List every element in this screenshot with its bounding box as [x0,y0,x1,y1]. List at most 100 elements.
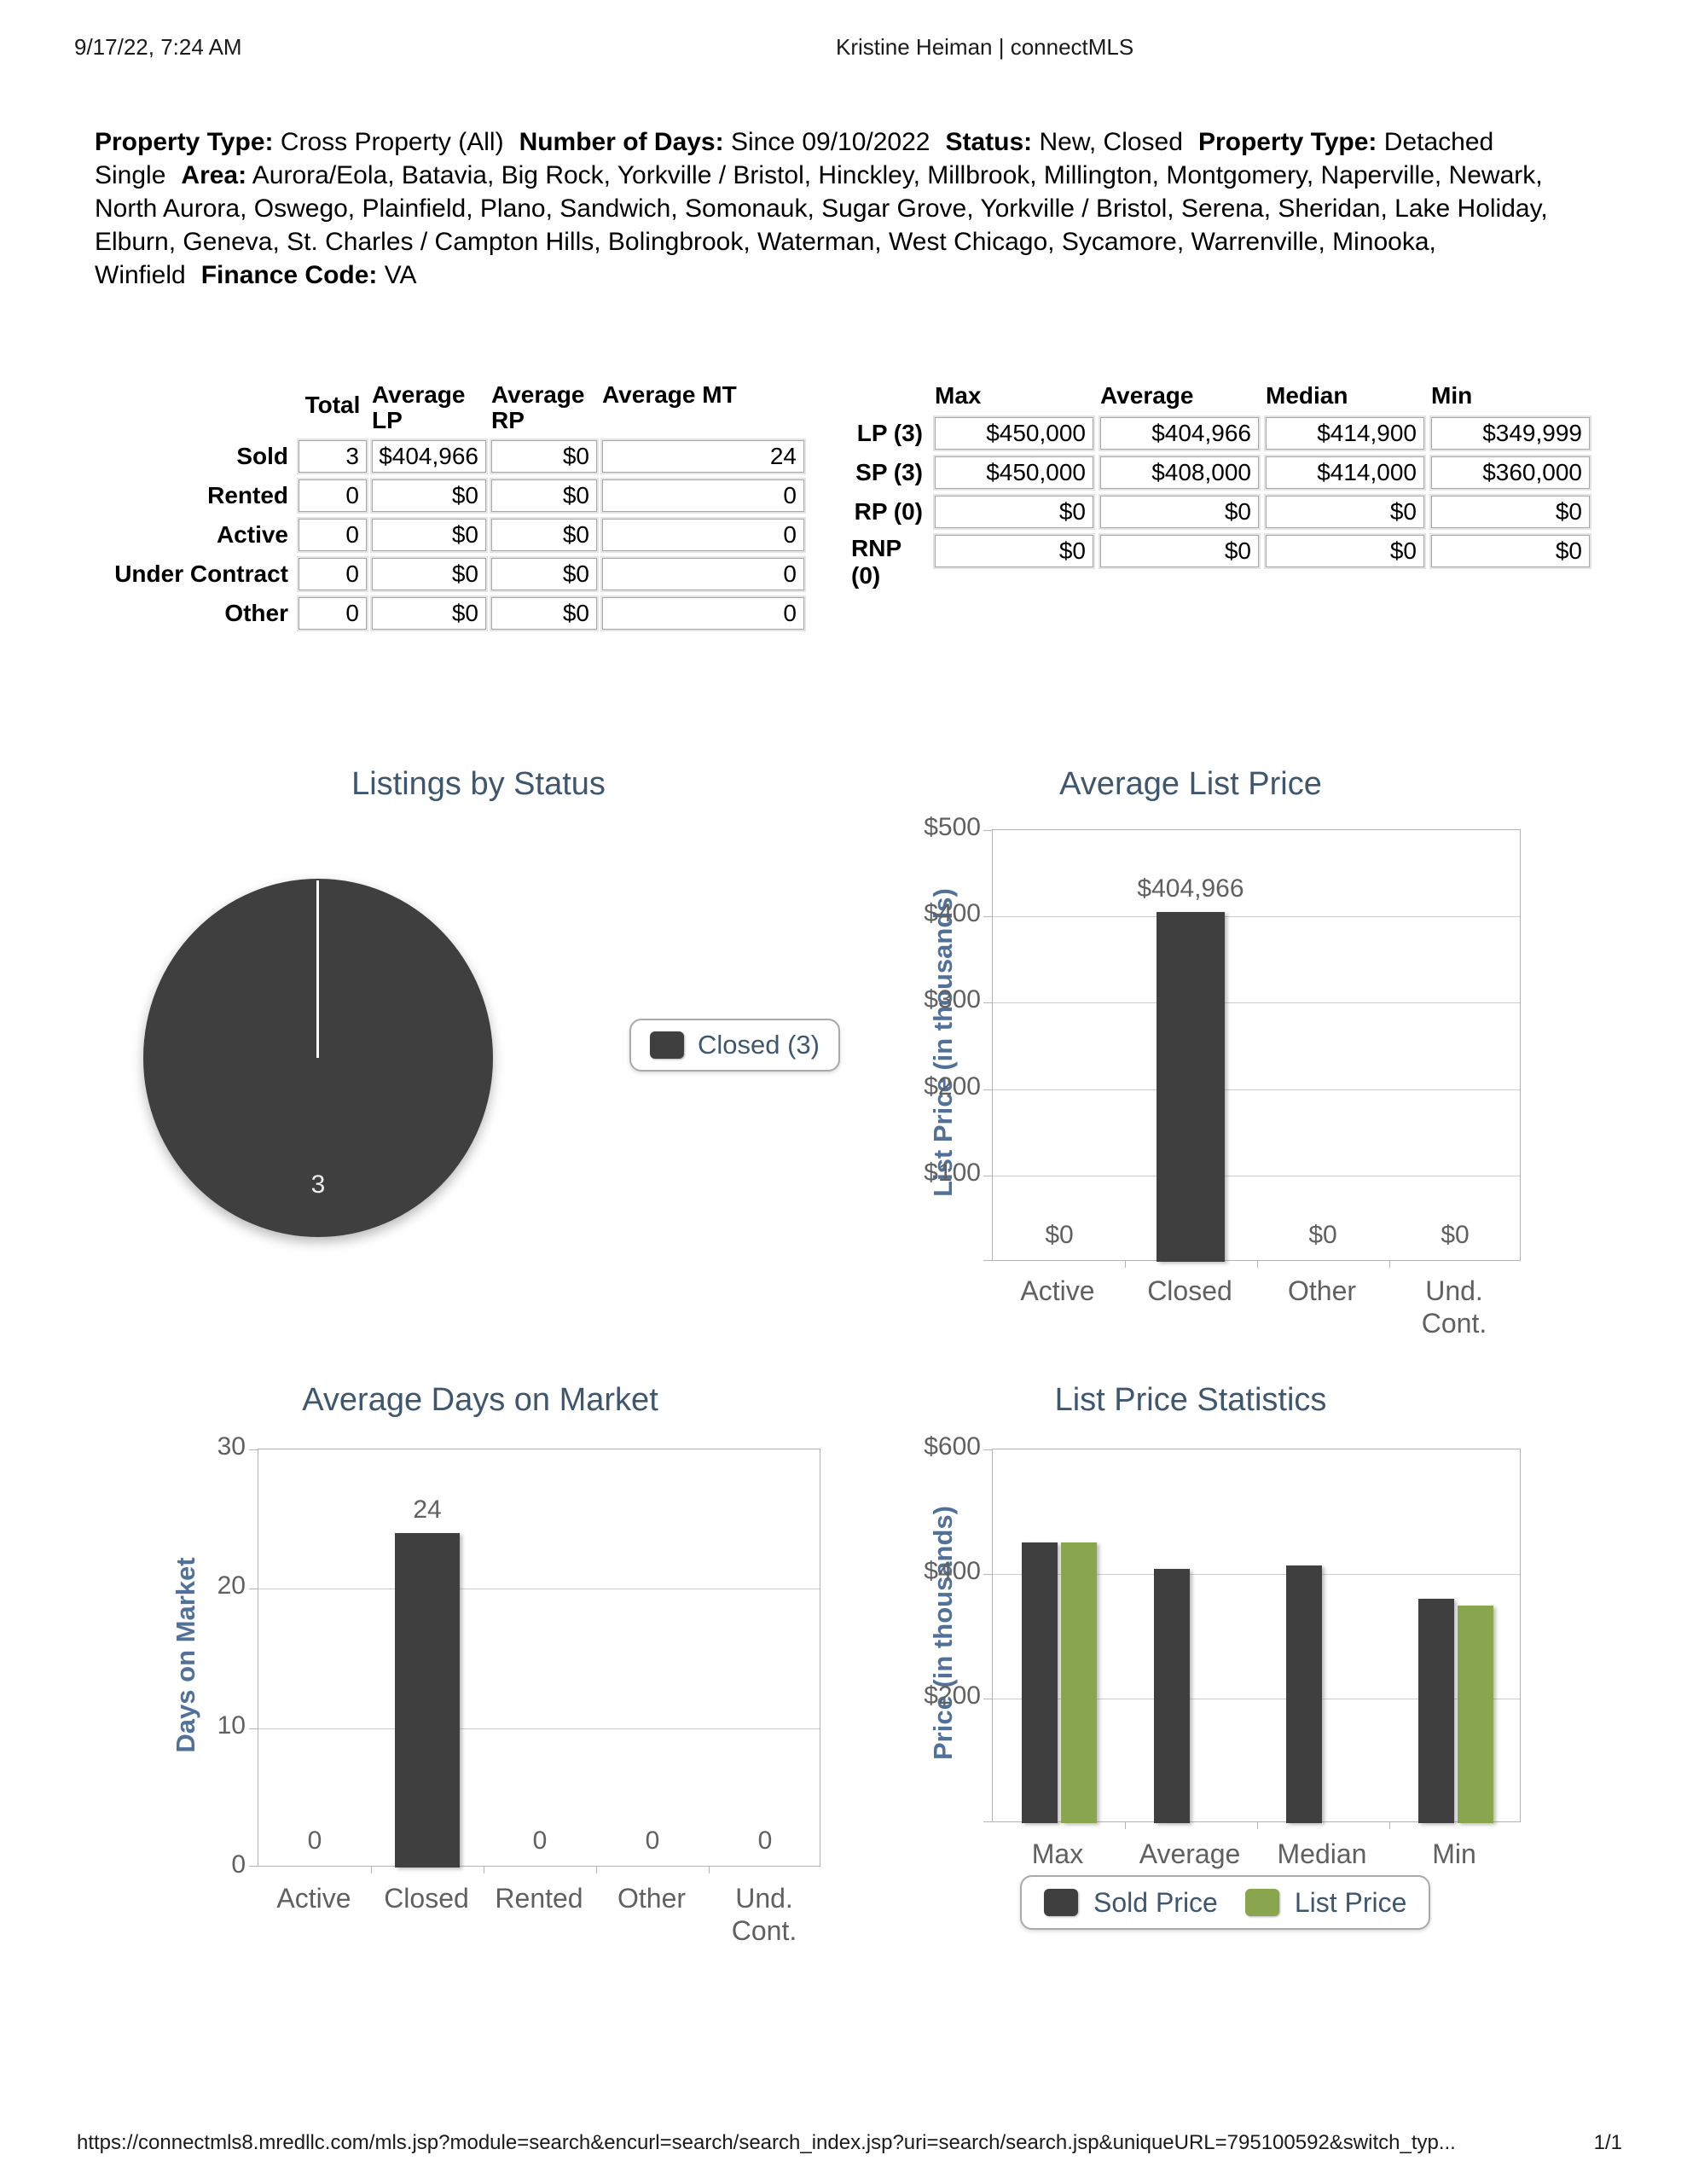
table-cell: $404,966 [1099,415,1261,451]
y-tick-label: $200 [924,1072,981,1101]
legend-label: Closed (3) [698,1030,820,1060]
bar-sold-max [1022,1542,1058,1823]
list-price-stats-plot [983,1449,1521,1829]
table-cell: $0 [370,517,488,553]
y-tick-label: $400 [924,1557,981,1585]
y-tick-label: 30 [217,1432,246,1461]
x-tick [1389,1821,1390,1829]
table-cell: $450,000 [933,455,1095,491]
table-cell: $0 [1264,494,1426,530]
criteria-segment: Property Type: Cross Property (All) [95,128,504,156]
table-cell: $0 [370,595,488,631]
criteria-label: Area: [181,161,247,189]
table-cell: 24 [600,439,806,474]
list-price-stats-legend: Sold Price List Price [1020,1875,1431,1930]
table-cell: 0 [297,595,368,631]
table-cell: 0 [297,478,368,514]
x-tick [1125,1260,1126,1268]
x-category-label: Active [1020,1275,1095,1306]
bar-value-label: $404,966 [1137,874,1244,903]
x-category-label: Average [1139,1838,1241,1869]
table-cell: 0 [600,478,806,514]
y-tick-label: $500 [924,813,981,841]
gridline [993,1002,1520,1003]
table-cell: $0 [490,595,599,631]
y-tick [983,1449,993,1450]
legend-swatch-sold-price [1044,1889,1078,1916]
table-cell: $0 [1264,533,1426,569]
avg-list-price-y-axis-title: List Price (in thousands) [928,888,958,1197]
y-tick-label: 0 [231,1850,246,1879]
criteria-label: Finance Code: [200,261,378,289]
x-category-label: Other [617,1883,687,1914]
bar-value-label: 0 [307,1827,322,1855]
y-tick-label: $200 [924,1682,981,1710]
pie-legend: Closed (3) [629,1019,840,1072]
y-tick [983,1089,993,1090]
criteria-value: Since 09/10/2022 [730,128,930,156]
gridline [993,1574,1520,1575]
x-category-label: Median [1277,1838,1367,1869]
gridline [993,916,1520,917]
status-summary-table: Total Average LP Average RP Average MT S… [102,381,806,631]
y-tick [983,1260,993,1261]
y-tick-label: 10 [217,1711,246,1740]
table-cell: 0 [297,556,368,592]
x-category-label: Und. Cont. [1421,1275,1487,1339]
y-tick-label: $300 [924,985,981,1014]
criteria-label: Number of Days: [519,128,724,156]
row-label: LP (3) [856,420,923,446]
row-label: Rented [207,482,288,508]
criteria-segment: Number of Days: Since 09/10/2022 [519,128,930,156]
x-category-label: Min [1432,1838,1476,1869]
table-corner [102,382,293,432]
gridline [993,1089,1520,1090]
avg-dom-plot: 24 0 0 0 0 [249,1449,820,1873]
criteria-segment: Area: Aurora/Eola, Batavia, Big Rock, Yo… [95,161,1548,289]
table-cell: $408,000 [1099,455,1261,491]
criteria-value: Detached Single [95,128,1494,189]
x-category-label: Max [1031,1838,1084,1869]
criteria-label: Property Type: [1197,128,1377,156]
criteria-value: VA [384,261,417,289]
table-cell: $450,000 [933,415,1095,451]
y-tick-label: 20 [217,1571,246,1600]
x-category-label: Closed [1147,1275,1232,1306]
table-cell: $0 [490,517,599,553]
criteria-label: Property Type: [95,128,274,156]
x-category-label: Closed [384,1883,469,1914]
table-cell: $0 [490,439,599,474]
y-tick [983,830,993,831]
column-header: Max [935,382,982,409]
pie-chart-title: Listings by Status [351,766,606,802]
criteria-label: Status: [945,128,1033,156]
row-label: Sold [236,443,288,469]
x-category-label: Active [276,1883,351,1914]
row-label: RNP (0) [851,535,901,589]
column-header: Average RP [491,381,585,433]
table-cell: $414,900 [1264,415,1426,451]
bar-sold-average [1154,1569,1190,1823]
x-category-label: Other [1287,1275,1357,1306]
table-cell: $0 [933,494,1095,530]
x-tick [709,1866,710,1873]
table-cell: $0 [933,533,1095,569]
column-header: Median [1266,382,1348,409]
y-tick [983,1002,993,1003]
table-cell: $0 [490,556,599,592]
table-cell: $0 [490,478,599,514]
bar-closed [1157,912,1225,1262]
x-tick [1125,1821,1126,1829]
table-cell: $414,000 [1264,455,1426,491]
bar-value-label: 0 [757,1827,773,1855]
pie-slice-divider [316,880,319,1058]
bar-sold-min [1418,1599,1454,1823]
avg-list-price-plot: $404,966 $0 $0 $0 [983,829,1521,1268]
bar-list-min [1458,1606,1493,1823]
column-header: Min [1431,382,1473,409]
criteria-value: Aurora/Eola, Batavia, Big Rock, Yorkvill… [95,161,1548,289]
x-tick [1257,1260,1258,1268]
bar-value-label: 0 [532,1827,548,1855]
legend-label: List Price [1294,1886,1407,1918]
